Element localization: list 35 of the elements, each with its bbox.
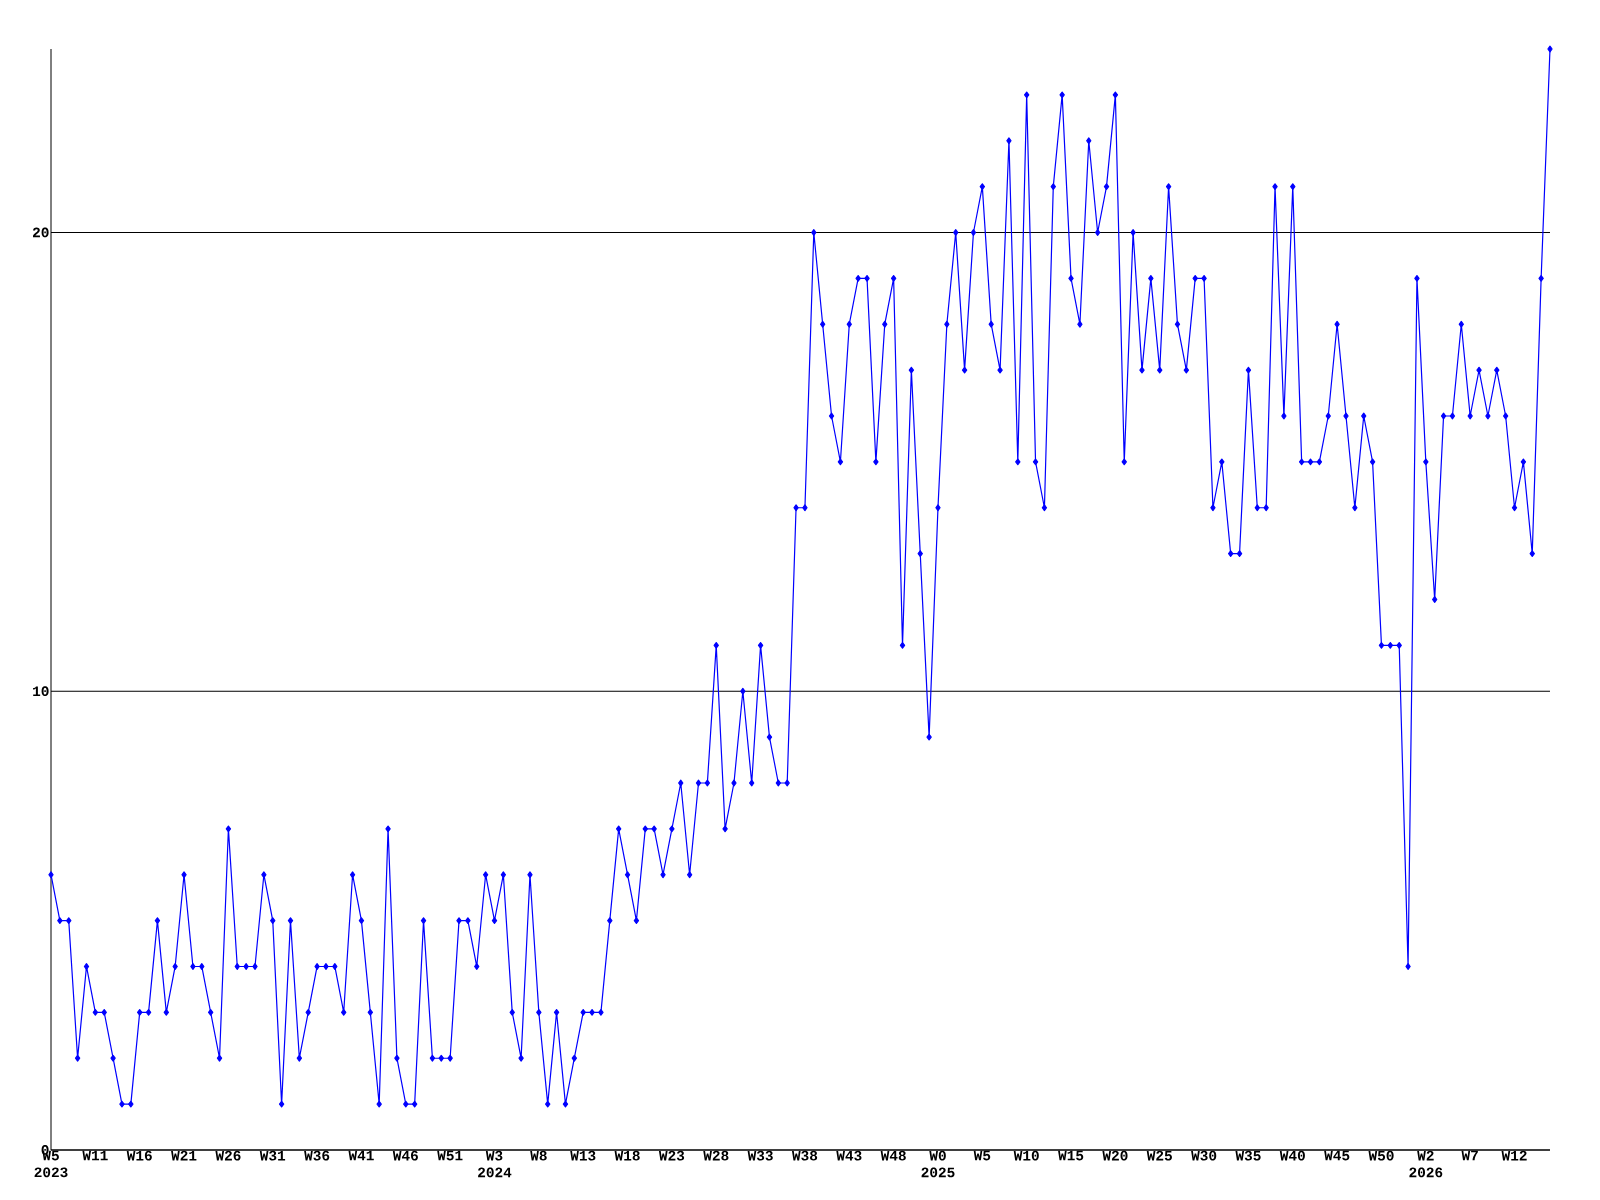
x-tick-label: W16 [126, 1150, 152, 1161]
x-tick-label: W36 [304, 1150, 330, 1161]
x-tick-label: W0 2025 [921, 1150, 955, 1178]
x-tick-label: W10 [1013, 1150, 1039, 1161]
y-tick-label: 20 [33, 227, 49, 238]
x-tick-label: W20 [1102, 1150, 1128, 1161]
x-tick-label: W15 [1058, 1150, 1084, 1161]
x-tick-label: W30 [1191, 1150, 1217, 1161]
x-tick-label: W12 [1501, 1150, 1527, 1161]
x-tick-label: W41 [348, 1150, 374, 1161]
x-tick-label: W31 [259, 1150, 286, 1161]
y-tick-label: 10 [33, 686, 49, 697]
x-tick-label: W45 [1324, 1150, 1350, 1161]
x-tick-label: W8 [530, 1150, 547, 1161]
x-tick-label: W3 2024 [478, 1150, 512, 1178]
x-tick-label: W11 [82, 1150, 108, 1161]
x-tick-label: W25 [1146, 1150, 1172, 1161]
x-tick-label: W40 [1279, 1150, 1305, 1161]
x-tick-label: W5 [973, 1150, 991, 1161]
x-tick-label: W38 [791, 1150, 818, 1161]
x-tick-label: W23 [658, 1150, 685, 1161]
x-tick-label: W28 [703, 1150, 729, 1161]
x-tick-label: W13 [570, 1150, 596, 1161]
x-tick-label: W43 [836, 1150, 862, 1161]
x-tick-label: W35 [1235, 1150, 1261, 1161]
x-tick-label: W2 2026 [1409, 1150, 1443, 1178]
x-tick-label: W18 [614, 1150, 640, 1161]
x-tick-label: W46 [392, 1150, 418, 1161]
x-tick-label: W51 [437, 1150, 463, 1161]
x-tick-label: W33 [747, 1150, 773, 1161]
x-tick-label: W26 [215, 1150, 241, 1161]
x-tick-label: W48 [880, 1150, 906, 1161]
x-tick-label: W21 [171, 1150, 197, 1161]
x-tick-label: W50 [1368, 1150, 1394, 1161]
x-tick-label: W7 [1461, 1150, 1478, 1161]
